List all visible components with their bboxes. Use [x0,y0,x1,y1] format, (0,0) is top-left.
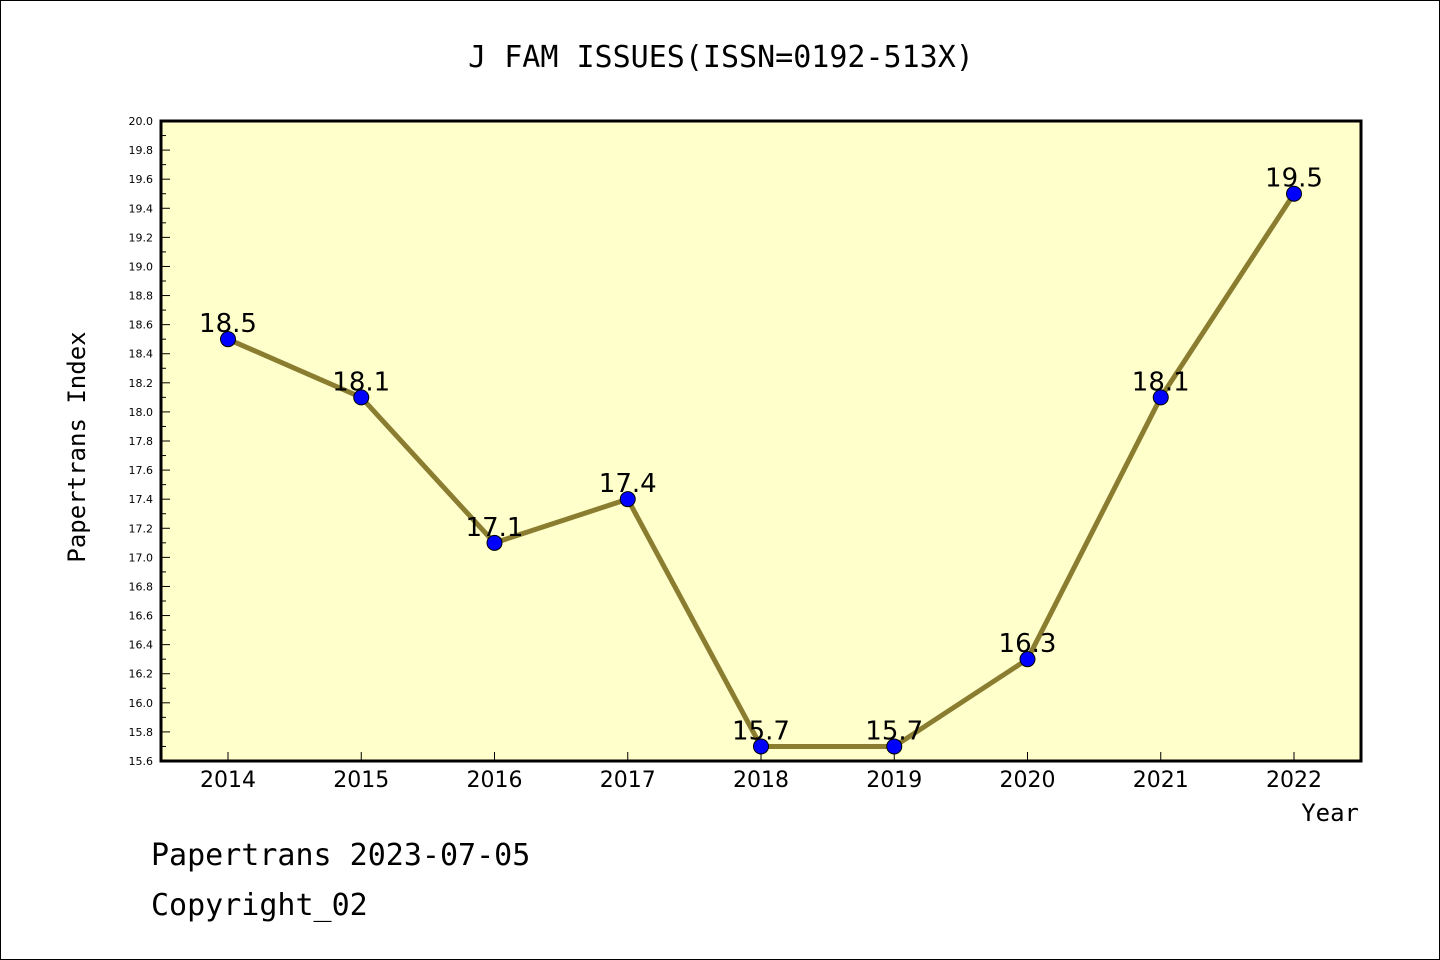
data-point [486,534,503,551]
y-tick-label: 17.0 [129,551,154,564]
x-tick-label: 2022 [1266,768,1322,793]
plot-area [161,121,1361,761]
data-label: 15.7 [732,716,790,746]
y-axis: 15.6 15.8 16.0 16.2 16.4 16.6 16.8 17.0 17.2 17.4… [129,115,170,768]
x-tick-label: 2015 [333,768,389,793]
data-point [619,491,636,508]
data-label: 16.3 [999,629,1057,659]
y-tick-label: 16.0 [129,697,154,710]
x-tick-label: 2014 [200,768,256,793]
x-tick-label: 2019 [866,768,922,793]
y-tick-label: 19.4 [129,202,154,215]
y-tick-label: 15.8 [129,726,154,739]
x-tick-label: 2018 [733,768,789,793]
plot-frame [159,119,1363,763]
y-tick-label: 18.4 [129,348,154,361]
x-axis-label: Year [1301,799,1359,827]
x-tick-label: 2021 [1133,768,1189,793]
data-point [753,738,769,755]
y-tick-label: 18.8 [129,290,154,303]
data-point [220,331,236,348]
data-label: 18.1 [1132,367,1190,397]
y-axis-label: Papertrans Index [63,331,91,562]
x-tick-label: 2017 [600,768,656,793]
y-tick-label: 16.2 [129,668,154,681]
y-tick-label: 19.0 [129,260,154,273]
y-tick-label: 20.0 [129,115,154,128]
chart-title: J FAM ISSUES(ISSN=0192-513X) [468,40,974,75]
series-points [220,185,1302,755]
x-axis: 2014 2015 2016 2017 2018 2019 2020 2021 2022 [200,752,1322,793]
data-point [353,389,370,406]
y-tick-label: 18.6 [129,319,154,332]
y-tick-label: 18.0 [129,406,154,419]
data-label: 18.1 [332,367,390,397]
y-tick-label: 15.6 [129,755,154,768]
data-label: 17.1 [466,513,524,543]
x-tick-label: 2020 [1000,768,1056,793]
data-label: 17.4 [599,469,657,499]
data-label: 18.5 [199,309,257,339]
y-tick-label: 19.8 [129,144,154,157]
x-tick-label: 2016 [467,768,523,793]
data-labels: 18.5 18.1 17.1 17.4 15.7 15.7 16.3 18.1 19.5 [199,164,1323,747]
footer-copyright: Copyright_02 [151,888,368,923]
y-tick-label: 19.6 [129,173,154,186]
data-point [886,738,903,755]
y-tick-label: 17.8 [129,435,154,448]
data-point [1286,185,1302,202]
y-tick-label: 19.2 [129,231,154,244]
y-tick-label: 17.6 [129,464,154,477]
y-tick-label: 17.2 [129,522,154,535]
data-label: 19.5 [1265,164,1323,194]
data-point [1152,389,1169,406]
y-tick-label: 16.8 [129,580,154,593]
y-tick-label: 18.2 [129,377,154,390]
y-tick-label: 16.4 [129,639,154,652]
y-tick-label: 16.6 [129,610,154,623]
data-label: 15.7 [865,716,923,746]
footer-date: Papertrans 2023-07-05 [151,838,530,873]
y-tick-label: 17.4 [129,493,154,506]
data-point [1019,651,1036,668]
